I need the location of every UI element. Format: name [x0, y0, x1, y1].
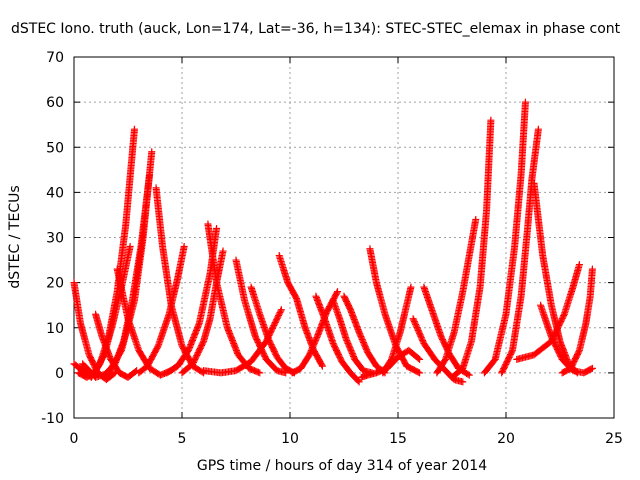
data-point	[587, 365, 595, 373]
data-point	[146, 170, 154, 178]
series-pass-32	[537, 301, 596, 377]
data-point	[407, 283, 415, 291]
x-axis-label: GPS time / hours of day 314 of year 2014	[197, 458, 487, 474]
series-pass-15	[200, 306, 285, 377]
series-pass-02	[70, 279, 119, 384]
data-point	[110, 370, 118, 378]
data-point	[464, 370, 472, 378]
series-pass-22	[366, 245, 424, 377]
data-point	[213, 224, 221, 232]
series-pass-09	[135, 243, 188, 377]
data-point	[126, 243, 134, 251]
y-tick-label: -10	[41, 411, 64, 427]
x-tick-label: 5	[178, 431, 187, 447]
data-point	[487, 116, 495, 124]
axis-ticks: 0 5 10 15 20 25 -10 0 10 20 30 40 50 60 70	[41, 50, 623, 447]
y-tick-label: 70	[46, 50, 64, 66]
series-pass-23	[379, 283, 415, 377]
y-tick-label: 20	[46, 276, 64, 292]
series-pass-18	[312, 292, 363, 386]
data-point	[575, 261, 583, 269]
data-point	[277, 307, 285, 315]
data-point	[534, 125, 542, 133]
data-marks	[70, 98, 596, 386]
data-point	[256, 369, 264, 377]
series-pass-29	[498, 125, 542, 377]
y-tick-label: 10	[46, 321, 64, 337]
x-tick-label: 25	[605, 431, 623, 447]
data-point	[414, 368, 422, 376]
x-tick-label: 10	[281, 431, 299, 447]
y-tick-label: 50	[46, 140, 64, 156]
chart-title: dSTEC Iono. truth (auck, Lon=174, Lat=-3…	[11, 21, 621, 37]
x-tick-label: 20	[497, 431, 515, 447]
y-tick-label: 30	[46, 231, 64, 247]
data-point	[414, 354, 422, 362]
data-point	[318, 362, 326, 370]
data-point	[148, 148, 156, 156]
data-point	[277, 306, 285, 314]
x-tick-label: 0	[70, 431, 79, 447]
series-pass-31	[513, 261, 583, 363]
data-point	[354, 377, 362, 385]
y-tick-label: 0	[55, 366, 64, 382]
data-point	[588, 364, 596, 372]
data-point	[130, 125, 138, 133]
data-point	[459, 378, 467, 386]
y-axis-label: dSTEC / TECUs	[7, 185, 23, 288]
series-pass-26	[433, 215, 480, 377]
x-tick-label: 15	[389, 431, 407, 447]
data-point	[180, 243, 188, 251]
data-point	[334, 288, 342, 296]
y-tick-label: 60	[46, 95, 64, 111]
series-pass-24	[409, 315, 467, 386]
data-point	[521, 98, 529, 106]
data-point	[508, 348, 516, 356]
series-pass-12	[178, 247, 227, 377]
series-pass-27	[448, 116, 495, 381]
data-point	[416, 369, 424, 377]
series-pass-19	[329, 297, 376, 377]
data-point	[333, 289, 341, 297]
data-point	[219, 247, 227, 255]
series-pass-33	[558, 265, 596, 377]
series-pass-06	[102, 170, 154, 377]
y-tick-label: 40	[46, 185, 64, 201]
series-pass-16	[275, 252, 326, 370]
data-point	[416, 355, 424, 363]
data-point	[588, 265, 596, 273]
series-pass-28	[480, 98, 529, 377]
data-point	[465, 371, 473, 379]
data-point	[472, 215, 480, 223]
data-point	[318, 361, 326, 369]
data-point	[355, 378, 363, 386]
